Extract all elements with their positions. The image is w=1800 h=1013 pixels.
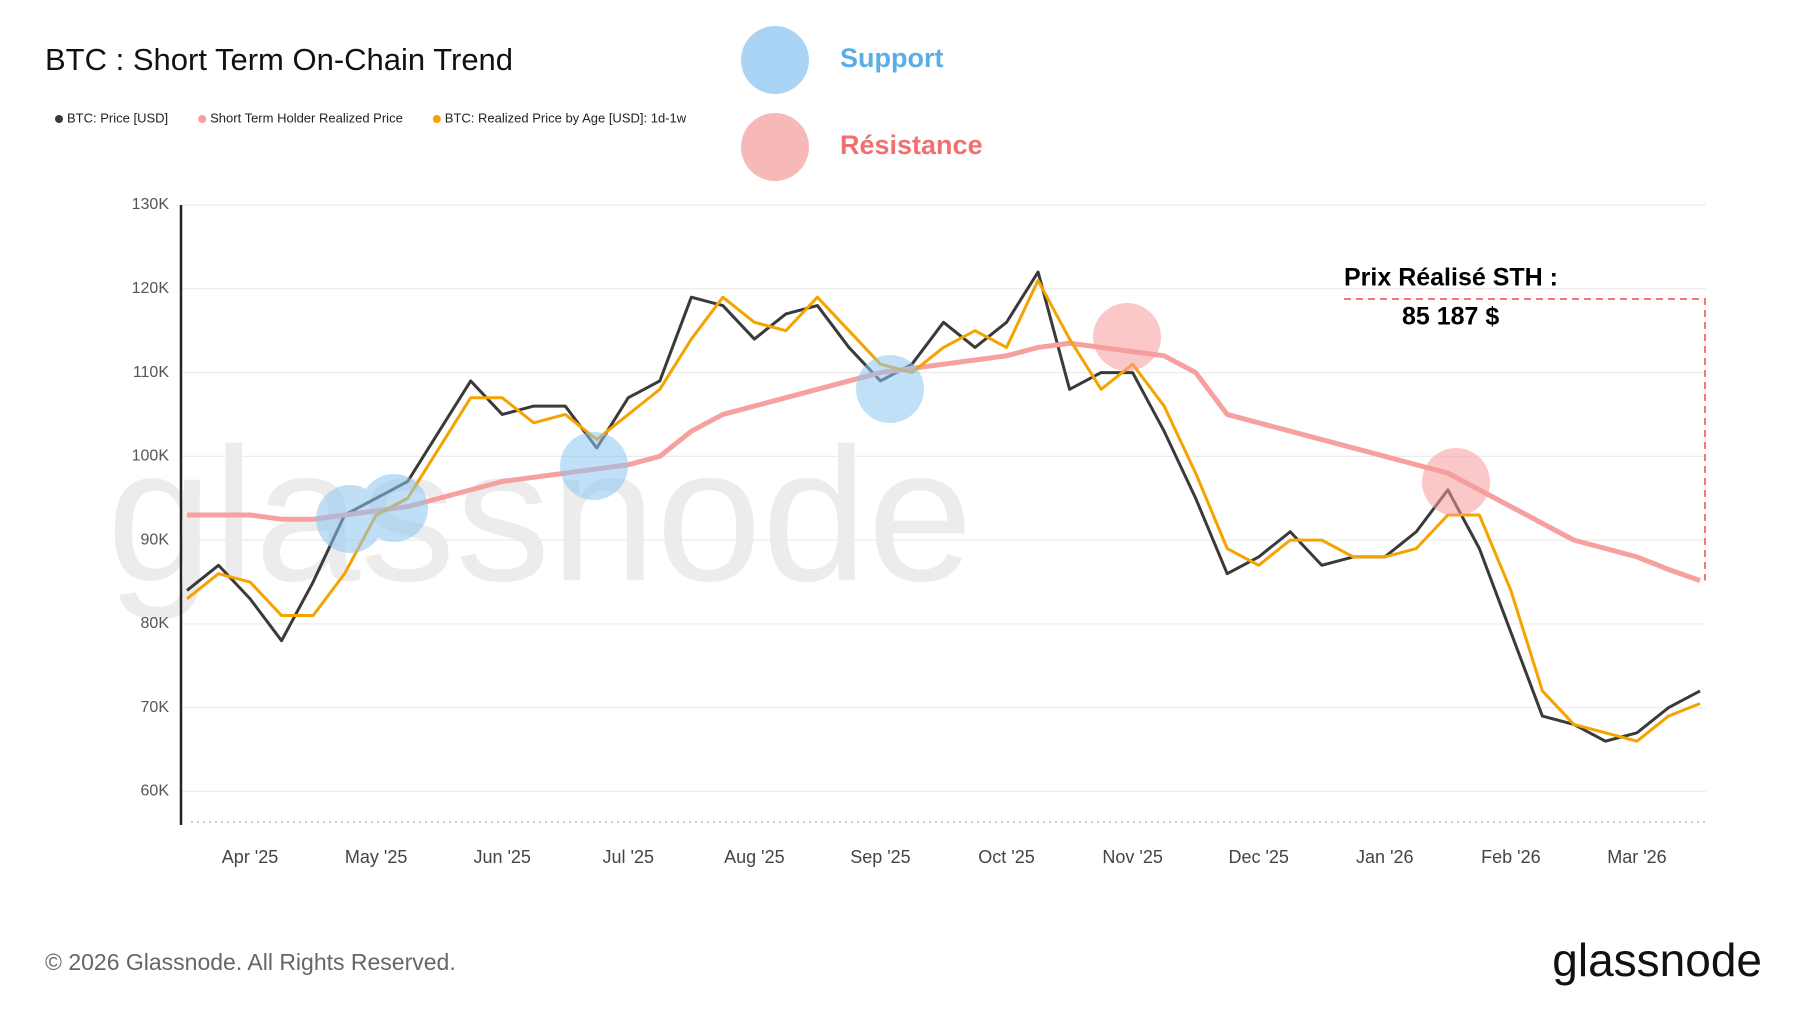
resistance-circle: [1093, 303, 1161, 371]
y-tick-label: 120K: [132, 280, 170, 297]
legend: BTC: Price [USD] Short Term Holder Realiz…: [55, 110, 687, 125]
resistance-circle: [1422, 448, 1490, 516]
sth-annotation-connector: [1344, 298, 1706, 581]
x-tick-label: May '25: [345, 847, 407, 867]
y-tick-label: 90K: [141, 531, 170, 548]
x-tick-label: Jul '25: [603, 847, 654, 867]
support-circle: [856, 355, 924, 423]
support-marker: [741, 26, 809, 94]
y-tick-label: 100K: [132, 448, 170, 465]
sth-annotation-label: Prix Réalisé STH :: [1344, 264, 1558, 292]
y-tick-label: 110K: [133, 364, 170, 381]
sth-annotation-value: 85 187 $: [1402, 303, 1499, 331]
x-tick-label: Apr '25: [222, 847, 278, 867]
support-label: Support: [840, 43, 943, 73]
x-tick-label: Nov '25: [1102, 847, 1162, 867]
legend-label: Short Term Holder Realized Price: [210, 110, 403, 125]
x-tick-label: Sep '25: [850, 847, 911, 867]
legend-label: BTC: Price [USD]: [67, 110, 168, 125]
highlight-circles: [316, 303, 1490, 553]
copyright: © 2026 Glassnode. All Rights Reserved.: [45, 949, 456, 975]
support-circle: [560, 432, 628, 500]
chart-title: BTC : Short Term On-Chain Trend: [45, 42, 513, 77]
x-tick-label: Mar '26: [1607, 847, 1666, 867]
x-tick-label: Jan '26: [1356, 847, 1413, 867]
y-tick-label: 70K: [141, 699, 170, 716]
y-tick-label: 130K: [132, 196, 170, 213]
x-tick-label: Aug '25: [724, 847, 785, 867]
resistance-marker: [741, 113, 809, 181]
resistance-label: Résistance: [840, 130, 983, 160]
legend-marker: [55, 115, 63, 123]
x-tick-label: Dec '25: [1228, 847, 1288, 867]
y-tick-label: 80K: [141, 615, 170, 632]
legend-marker: [198, 115, 207, 123]
x-tick-label: Jun '25: [473, 847, 530, 867]
legend-label: BTC: Realized Price by Age [USD]: 1d-1w: [445, 110, 687, 125]
x-tick-label: Oct '25: [978, 847, 1034, 867]
support-circle: [360, 474, 428, 542]
logo: glassnode: [1552, 934, 1762, 986]
legend-marker: [432, 115, 441, 123]
x-tick-label: Feb '26: [1481, 847, 1540, 867]
y-tick-label: 60K: [141, 783, 170, 800]
